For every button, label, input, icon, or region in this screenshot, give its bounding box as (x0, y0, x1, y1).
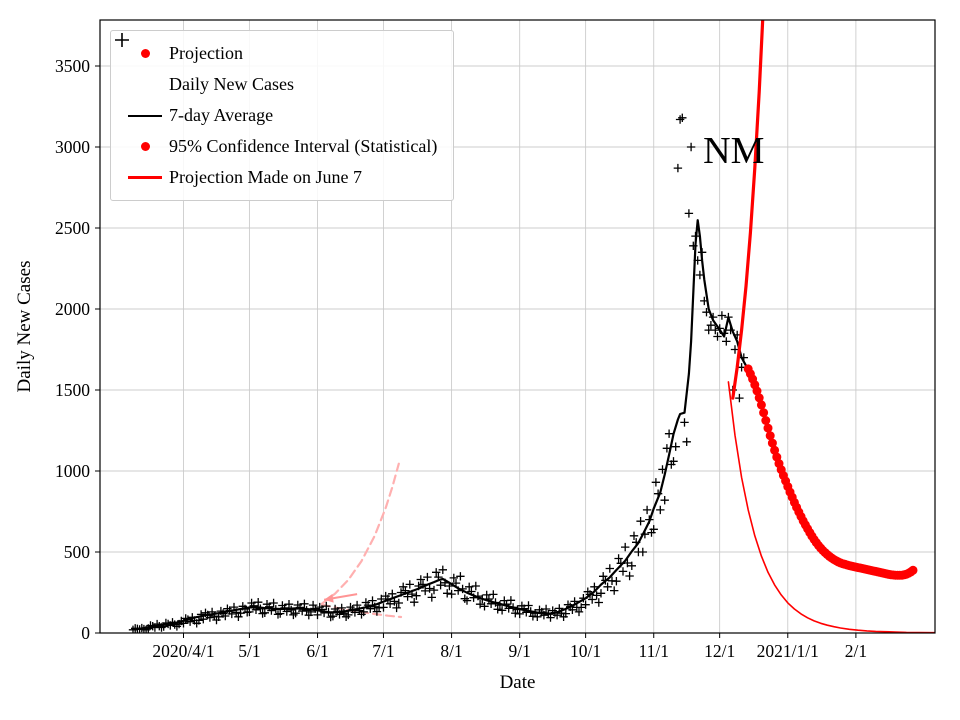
y-tick-label: 0 (81, 623, 90, 643)
series-projection-made-on-june-7-upper- (320, 462, 400, 605)
x-tick-label: 8/1 (440, 641, 462, 661)
x-tick-label: 7/1 (372, 641, 394, 661)
legend-item-7-day-average: 7-day Average (121, 100, 437, 131)
x-tick-label: 12/1 (704, 641, 735, 661)
x-tick-label: 6/1 (306, 641, 328, 661)
state-label-annotation: NM (703, 130, 764, 172)
legend-label: 7-day Average (169, 105, 274, 125)
red-dot-marker-icon (121, 49, 169, 58)
x-tick-label: 11/1 (639, 641, 669, 661)
red-line-marker-icon (121, 176, 169, 179)
y-tick-label: 2000 (55, 299, 90, 319)
x-tick-label: 2020/4/1 (152, 641, 214, 661)
y-tick-label: 3500 (55, 56, 90, 76)
legend-item-confidence-interval: 95% Confidence Interval (Statistical) (121, 131, 437, 162)
series-7-day-average (131, 219, 748, 631)
series-projection-made-on-june-7-lower- (320, 603, 403, 619)
x-axis-label: Date (500, 672, 536, 693)
legend-label: Projection Made on June 7 (169, 167, 362, 187)
y-tick-label: 500 (64, 542, 91, 562)
plot-border (99, 19, 936, 634)
legend-item-daily-new-cases: Daily New Cases (115, 33, 437, 100)
y-tick-label: 1500 (55, 380, 90, 400)
legend-label: 95% Confidence Interval (Statistical) (169, 136, 438, 156)
red-dot-marker-icon (121, 142, 169, 151)
gridlines (100, 20, 935, 633)
series-projection-dots (743, 364, 918, 580)
black-line-marker-icon (121, 114, 169, 117)
arrowhead-icon (324, 594, 334, 603)
x-tick-label: 5/1 (238, 641, 260, 661)
legend-label: Daily New Cases (169, 74, 294, 94)
axis-ticks: 2020/4/1 5/1 6/1 7/1 8/1 9/1 10/1 11/1 12/1 2021/… (55, 56, 867, 661)
x-tick-label: 10/1 (570, 641, 601, 661)
chart-legend: Projection Daily New Cases 7-day Average… (110, 30, 455, 201)
y-axis-label: Daily New Cases (14, 261, 35, 393)
series-95-ci-lower (727, 381, 935, 633)
x-tick-label: 9/1 (509, 641, 531, 661)
x-tick-label: 2021/1/1 (757, 641, 819, 661)
legend-label: Projection (169, 43, 243, 63)
series-group (128, 20, 935, 633)
y-tick-label: 1000 (55, 461, 90, 481)
legend-item-projection: Projection (121, 38, 437, 69)
series-95-ci-upper (731, 20, 765, 400)
x-tick-label: 2/1 (845, 641, 867, 661)
y-tick-label: 2500 (55, 218, 90, 238)
y-tick-label: 3000 (55, 137, 90, 157)
legend-item-projection-june-7: Projection Made on June 7 (121, 162, 437, 193)
